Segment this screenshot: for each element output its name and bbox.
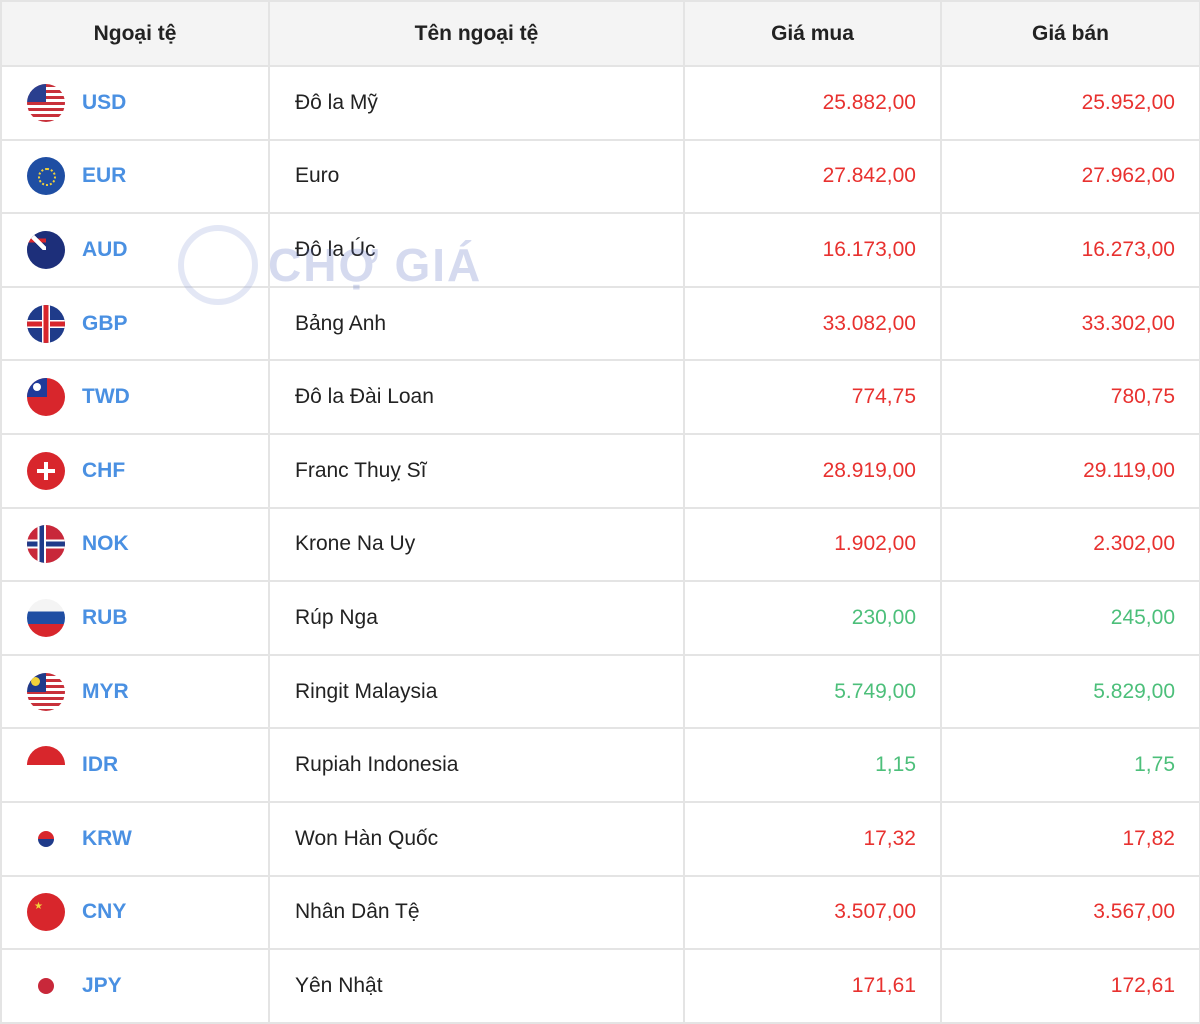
buy-price: 3.507,00 <box>683 874 942 951</box>
sell-price: 25.952,00 <box>940 65 1200 141</box>
currency-cell: MYR <box>0 653 270 730</box>
table-row: AUD Đô la Úc 16.173,00 16.273,00 <box>0 212 1200 288</box>
table-row: RUB Rúp Nga 230,00 245,00 <box>0 580 1200 656</box>
sell-price: 27.962,00 <box>940 138 1200 215</box>
sell-price: 172,61 <box>940 948 1200 1024</box>
currency-code[interactable]: RUB <box>82 605 128 629</box>
cn-flag-icon: ★ <box>27 893 65 932</box>
currency-name: Đô la Úc <box>268 212 685 288</box>
currency-name: Rupiah Indonesia <box>268 727 685 803</box>
eu-flag-icon <box>27 157 65 196</box>
currency-name: Franc Thuỵ Sĩ <box>268 432 685 509</box>
buy-price: 1.902,00 <box>683 506 942 583</box>
header-currency: Ngoại tệ <box>0 0 270 67</box>
currency-cell: RUB <box>0 580 270 656</box>
currency-code[interactable]: MYR <box>82 679 129 703</box>
buy-price: 1,15 <box>683 727 942 803</box>
header-currency-name: Tên ngoại tệ <box>268 0 685 67</box>
currency-cell: JPY <box>0 948 270 1024</box>
buy-price: 17,32 <box>683 800 942 877</box>
currency-code[interactable]: NOK <box>82 532 129 556</box>
currency-name: Bảng Anh <box>268 285 685 362</box>
currency-name: Won Hàn Quốc <box>268 800 685 877</box>
currency-name: Euro <box>268 138 685 215</box>
buy-price: 230,00 <box>683 580 942 656</box>
currency-name: Đô la Mỹ <box>268 65 685 141</box>
sell-price: 33.302,00 <box>940 285 1200 362</box>
no-flag-icon <box>27 525 65 564</box>
currency-code[interactable]: AUD <box>82 237 128 261</box>
buy-price: 171,61 <box>683 948 942 1024</box>
id-flag-icon <box>27 746 65 785</box>
ru-flag-icon <box>27 598 65 637</box>
currency-cell: AUD <box>0 212 270 288</box>
currency-cell: CHF <box>0 432 270 509</box>
currency-name: Ringit Malaysia <box>268 653 685 730</box>
sell-price: 16.273,00 <box>940 212 1200 288</box>
sell-price: 17,82 <box>940 800 1200 877</box>
table-row: IDR Rupiah Indonesia 1,15 1,75 <box>0 727 1200 803</box>
buy-price: 27.842,00 <box>683 138 942 215</box>
buy-price: 33.082,00 <box>683 285 942 362</box>
table-row: ★ CNY Nhân Dân Tệ 3.507,00 3.567,00 <box>0 874 1200 951</box>
kr-flag-icon <box>27 819 65 858</box>
header-buy-price: Giá mua <box>683 0 942 67</box>
tw-flag-icon <box>27 378 65 417</box>
currency-name: Yên Nhật <box>268 948 685 1024</box>
gb-flag-icon <box>27 304 65 343</box>
currency-cell: ★ CNY <box>0 874 270 951</box>
currency-name: Rúp Nga <box>268 580 685 656</box>
currency-cell: USD <box>0 65 270 141</box>
currency-name: Nhân Dân Tệ <box>268 874 685 951</box>
header-sell-price: Giá bán <box>940 0 1200 67</box>
sell-price: 245,00 <box>940 580 1200 656</box>
table-row: CHF Franc Thuỵ Sĩ 28.919,00 29.119,00 <box>0 432 1200 509</box>
currency-name: Krone Na Uy <box>268 506 685 583</box>
buy-price: 25.882,00 <box>683 65 942 141</box>
currency-cell: GBP <box>0 285 270 362</box>
currency-code[interactable]: CNY <box>82 900 127 924</box>
sell-price: 29.119,00 <box>940 432 1200 509</box>
currency-code[interactable]: TWD <box>82 385 130 409</box>
table-row: JPY Yên Nhật 171,61 172,61 <box>0 948 1200 1024</box>
sell-price: 780,75 <box>940 359 1200 435</box>
currency-cell: EUR <box>0 138 270 215</box>
currency-code[interactable]: USD <box>82 90 127 114</box>
currency-code[interactable]: JPY <box>82 973 122 997</box>
table-row: GBP Bảng Anh 33.082,00 33.302,00 <box>0 285 1200 362</box>
jp-flag-icon <box>27 966 65 1005</box>
us-flag-icon <box>27 83 65 122</box>
currency-code[interactable]: IDR <box>82 753 119 777</box>
table-row: KRW Won Hàn Quốc 17,32 17,82 <box>0 800 1200 877</box>
currency-code[interactable]: GBP <box>82 311 128 335</box>
buy-price: 28.919,00 <box>683 432 942 509</box>
my-flag-icon <box>27 672 65 711</box>
currency-name: Đô la Đài Loan <box>268 359 685 435</box>
currency-code[interactable]: CHF <box>82 458 126 482</box>
sell-price: 5.829,00 <box>940 653 1200 730</box>
header-row: Ngoại tệ Tên ngoại tệ Giá mua Giá bán <box>0 0 1200 67</box>
currency-cell: IDR <box>0 727 270 803</box>
buy-price: 774,75 <box>683 359 942 435</box>
table-row: MYR Ringit Malaysia 5.749,00 5.829,00 <box>0 653 1200 730</box>
currency-code[interactable]: EUR <box>82 164 127 188</box>
sell-price: 1,75 <box>940 727 1200 803</box>
currency-cell: KRW <box>0 800 270 877</box>
currency-cell: NOK <box>0 506 270 583</box>
buy-price: 16.173,00 <box>683 212 942 288</box>
table-row: USD Đô la Mỹ 25.882,00 25.952,00 <box>0 65 1200 141</box>
ch-flag-icon <box>27 451 65 490</box>
currency-cell: TWD <box>0 359 270 435</box>
sell-price: 3.567,00 <box>940 874 1200 951</box>
table-row: EUR Euro 27.842,00 27.962,00 <box>0 138 1200 215</box>
currency-code[interactable]: KRW <box>82 826 132 850</box>
au-flag-icon <box>27 230 65 269</box>
table-row: TWD Đô la Đài Loan 774,75 780,75 <box>0 359 1200 435</box>
table-row: NOK Krone Na Uy 1.902,00 2.302,00 <box>0 506 1200 583</box>
buy-price: 5.749,00 <box>683 653 942 730</box>
sell-price: 2.302,00 <box>940 506 1200 583</box>
